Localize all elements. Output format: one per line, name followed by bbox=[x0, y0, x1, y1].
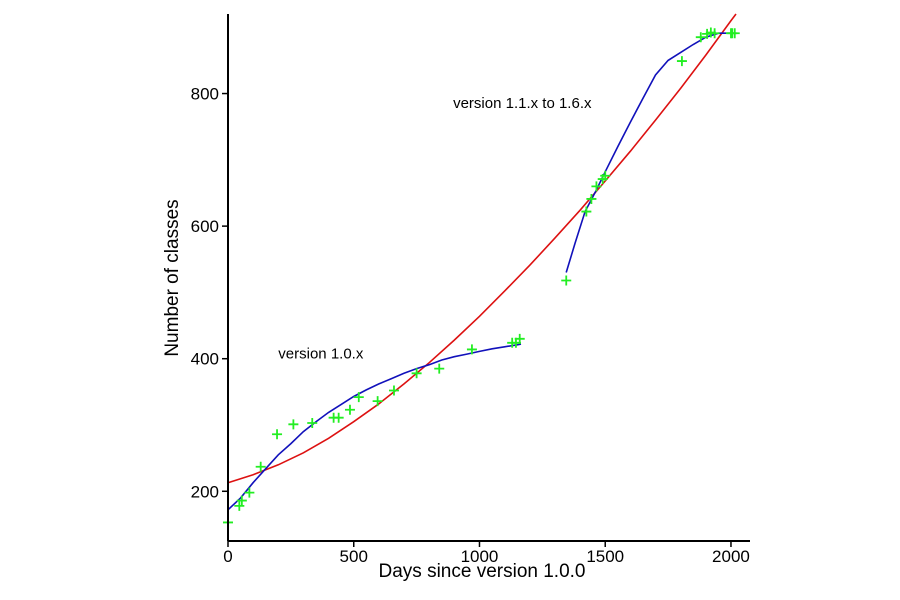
data-point bbox=[581, 206, 592, 217]
data-point bbox=[561, 275, 572, 286]
data-point bbox=[344, 404, 355, 415]
data-point bbox=[466, 344, 477, 355]
y-tick-label: 800 bbox=[191, 85, 219, 104]
data-point bbox=[695, 32, 706, 43]
data-point bbox=[353, 392, 364, 403]
y-tick-label: 600 bbox=[191, 217, 219, 236]
data-point bbox=[411, 368, 422, 379]
x-tick-label: 0 bbox=[223, 547, 232, 566]
axes bbox=[227, 14, 750, 542]
x-tick-label: 1000 bbox=[461, 547, 499, 566]
data-point bbox=[729, 28, 740, 39]
data-point bbox=[307, 418, 318, 429]
ticks: 0 500 1000 1500 2000 200 400 600 800 bbox=[191, 85, 750, 566]
data-point bbox=[333, 412, 344, 423]
data-point bbox=[586, 193, 597, 204]
data-point bbox=[272, 429, 283, 440]
data-point bbox=[676, 56, 687, 67]
x-axis-title: Days since version 1.0.0 bbox=[379, 561, 586, 582]
data-point bbox=[434, 363, 445, 374]
data-point bbox=[591, 181, 602, 192]
data-point bbox=[234, 500, 245, 511]
data-point bbox=[244, 487, 255, 498]
data-point bbox=[514, 333, 525, 344]
x-tick-label: 500 bbox=[340, 547, 368, 566]
y-tick-label: 400 bbox=[191, 350, 219, 369]
x-tick-label: 2000 bbox=[712, 547, 750, 566]
plot-lines bbox=[227, 13, 737, 511]
data-point bbox=[255, 461, 266, 472]
data-point bbox=[288, 419, 299, 430]
fit-line-2 bbox=[227, 343, 522, 511]
data-point bbox=[388, 385, 399, 396]
plot-points bbox=[223, 27, 740, 528]
fit-line-3 bbox=[565, 32, 735, 273]
annotation-version-1-1-to-1-6: version 1.1.x to 1.6.x bbox=[453, 95, 592, 112]
data-point bbox=[600, 170, 611, 181]
annotation-version-1-0: version 1.0.x bbox=[278, 346, 364, 363]
y-axis-title: Number of classes bbox=[162, 199, 183, 356]
x-tick-label: 1500 bbox=[586, 547, 624, 566]
data-point bbox=[709, 28, 720, 39]
data-point bbox=[236, 495, 247, 506]
y-tick-label: 200 bbox=[191, 482, 219, 501]
data-point bbox=[372, 396, 383, 407]
fit-line-1 bbox=[227, 13, 737, 484]
